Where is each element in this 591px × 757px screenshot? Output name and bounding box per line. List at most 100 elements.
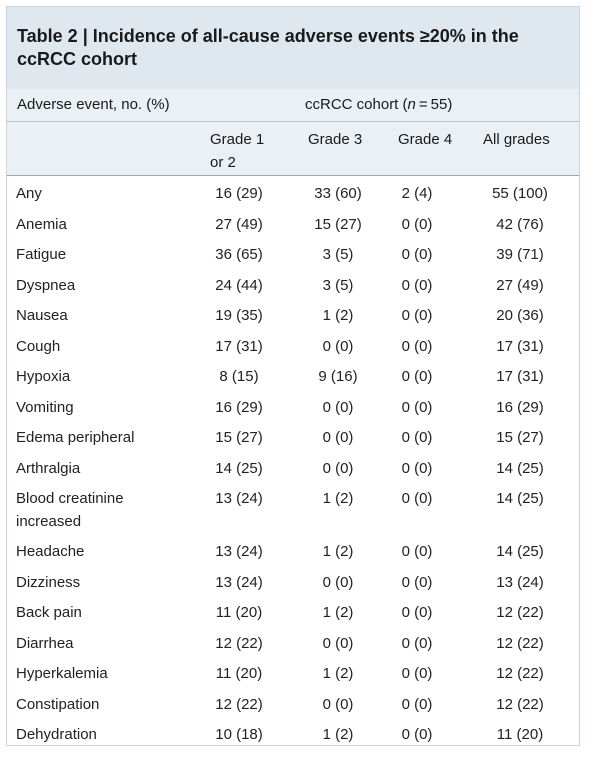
grade-4-cell: 0 (0) — [401, 429, 433, 446]
all-grades-cell: 15 (27) — [496, 429, 544, 446]
all-grades-cell: 55 (100) — [492, 185, 548, 202]
table-row: Fatigue 36 (65) 3 (5) 0 (0) 39 (71) — [7, 246, 579, 277]
grade-4-cell: 0 (0) — [401, 634, 433, 652]
grade-4-cell: 0 (0) — [401, 215, 433, 233]
event-cell: Hyperkalemia — [16, 665, 108, 682]
event-cell: Any — [16, 185, 42, 202]
event-cell: Cough — [16, 337, 61, 355]
event-cell: Vomiting — [16, 398, 74, 416]
table-row: Constipation 12 (22) 0 (0) 0 (0) 12 (22) — [7, 696, 579, 727]
table-row: Cough 17 (31) 0 (0) 0 (0) 17 (31) — [7, 338, 579, 369]
grade-1-2-cell: 13 (24) — [215, 543, 263, 560]
event-cell: Constipation — [16, 695, 100, 713]
grade-4-cell: 0 (0) — [401, 490, 433, 507]
grade-3-cell: 1 (2) — [322, 543, 354, 560]
grade-1-2-cell: 12 (22) — [215, 634, 263, 652]
header-cohort-suffix: = 55) — [415, 96, 453, 113]
grade-1-2-cell: 12 (22) — [215, 695, 263, 713]
table-row: Arthralgia 14 (25) 0 (0) 0 (0) 14 (25) — [7, 460, 579, 491]
event-cell: Arthralgia — [16, 459, 81, 477]
grade-1-2-cell: 27 (49) — [215, 215, 263, 233]
all-grades-cell: 42 (76) — [496, 215, 544, 233]
event-cell: Anemia — [16, 215, 67, 233]
grade-3-cell: 33 (60) — [314, 185, 362, 202]
all-grades-cell: 11 (20) — [496, 726, 544, 743]
all-grades-cell: 12 (22) — [496, 695, 544, 713]
table-row: Diarrhea 12 (22) 0 (0) 0 (0) 12 (22) — [7, 635, 579, 666]
all-grades-cell: 14 (25) — [496, 543, 544, 560]
grade-3-cell: 3 (5) — [322, 246, 354, 263]
grade-1-2-cell: 13 (24) — [215, 573, 263, 591]
all-grades-cell: 16 (29) — [496, 398, 544, 416]
grade-1-2-cell: 14 (25) — [215, 459, 263, 477]
grade-4-cell: 0 (0) — [401, 337, 433, 355]
grade-3-cell: 1 (2) — [322, 604, 354, 621]
grade-3-cell: 1 (2) — [322, 307, 354, 324]
grade-3-cell: 0 (0) — [322, 337, 354, 355]
grade-1-2-cell: 11 (20) — [215, 604, 263, 621]
grade-3-cell: 15 (27) — [314, 215, 362, 233]
grade-1-2-cell: 11 (20) — [215, 665, 263, 682]
table-row: Dyspnea 24 (44) 3 (5) 0 (0) 27 (49) — [7, 277, 579, 308]
event-cell: Dyspnea — [16, 276, 76, 294]
grade-3-cell: 9 (16) — [318, 368, 358, 385]
grade-3-cell: 0 (0) — [322, 695, 354, 713]
grade-4-cell: 0 (0) — [401, 276, 433, 294]
event-cell: Nausea — [16, 307, 68, 324]
all-grades-cell: 12 (22) — [496, 634, 544, 652]
event-cell: Blood creatinine — [16, 490, 124, 507]
all-grades-cell: 20 (36) — [496, 307, 544, 324]
all-grades-cell: 17 (31) — [496, 368, 544, 385]
grade-3-cell: 0 (0) — [322, 398, 354, 416]
event-cell: Edema peripheral — [16, 429, 135, 446]
table-title-box: Table 2 | Incidence of all-cause adverse… — [7, 7, 579, 89]
grade-4-cell: 2 (4) — [401, 185, 433, 202]
event-cell: Hypoxia — [16, 368, 71, 385]
table-header-row-2: Grade 1 or 2 Grade 3 Grade 4 All grades — [7, 122, 579, 176]
all-grades-cell: 13 (24) — [496, 573, 544, 591]
event-cell: Dizziness — [16, 573, 81, 591]
header-grade-1-2-line-1: Grade 1 — [210, 131, 265, 148]
all-grades-cell: 14 (25) — [496, 459, 544, 477]
grade-1-2-cell: 15 (27) — [215, 429, 263, 446]
table-row: Vomiting 16 (29) 0 (0) 0 (0) 16 (29) — [7, 399, 579, 430]
header-grade-3: Grade 3 — [308, 131, 363, 148]
grade-1-2-cell: 17 (31) — [215, 337, 263, 355]
grade-3-cell: 1 (2) — [322, 726, 354, 743]
all-grades-cell: 14 (25) — [496, 490, 544, 507]
header-cohort-n: n — [407, 96, 416, 113]
all-grades-cell: 39 (71) — [496, 246, 544, 263]
header-adverse-event: Adverse event, no. (%) — [17, 96, 170, 113]
all-grades-cell: 17 (31) — [496, 337, 544, 355]
table-row: Any 16 (29) 33 (60) 2 (4) 55 (100) — [7, 185, 579, 216]
header-grade-1-2: Grade 1 or 2 — [210, 128, 264, 174]
grade-1-2-cell: 10 (18) — [215, 726, 263, 743]
grade-1-2-cell: 16 (29) — [215, 185, 263, 202]
grade-3-cell: 0 (0) — [322, 573, 354, 591]
grade-1-2-cell: 19 (35) — [215, 307, 263, 324]
grade-4-cell: 0 (0) — [401, 307, 433, 324]
adverse-events-table: Table 2 | Incidence of all-cause adverse… — [6, 6, 580, 746]
table-row: Blood creatinine 13 (24) 1 (2) 0 (0) 14 (25)… — [7, 490, 579, 543]
grade-4-cell: 0 (0) — [401, 726, 433, 743]
grade-4-cell: 0 (0) — [401, 543, 433, 560]
all-grades-cell: 12 (22) — [496, 604, 544, 621]
grade-4-cell: 0 (0) — [401, 459, 433, 477]
grade-1-2-cell: 16 (29) — [215, 398, 263, 416]
table-header-row-1: Adverse event, no. (%) ccRCC cohort (n =… — [7, 89, 579, 122]
grade-3-cell: 3 (5) — [322, 276, 354, 294]
event-cell: Headache — [16, 543, 85, 560]
table-row: Headache 13 (24) 1 (2) 0 (0) 14 (25) — [7, 543, 579, 574]
table-title: Table 2 | Incidence of all-cause adverse… — [17, 25, 569, 71]
table-row: Hyperkalemia 11 (20) 1 (2) 0 (0) 12 (22) — [7, 665, 579, 696]
grade-1-2-cell: 13 (24) — [215, 490, 263, 507]
table-row: Back pain 11 (20) 1 (2) 0 (0) 12 (22) — [7, 604, 579, 635]
header-cohort: ccRCC cohort (n = 55) — [305, 96, 452, 113]
grade-3-cell: 0 (0) — [322, 429, 354, 446]
grade-4-cell: 0 (0) — [401, 398, 433, 416]
event-cell-line-2: increased — [16, 513, 82, 530]
grade-4-cell: 0 (0) — [401, 604, 433, 621]
table-title-line-1: Table 2 | Incidence of all-cause adverse… — [17, 26, 519, 46]
grade-3-cell: 1 (2) — [322, 665, 354, 682]
event-cell: Back pain — [16, 604, 82, 621]
